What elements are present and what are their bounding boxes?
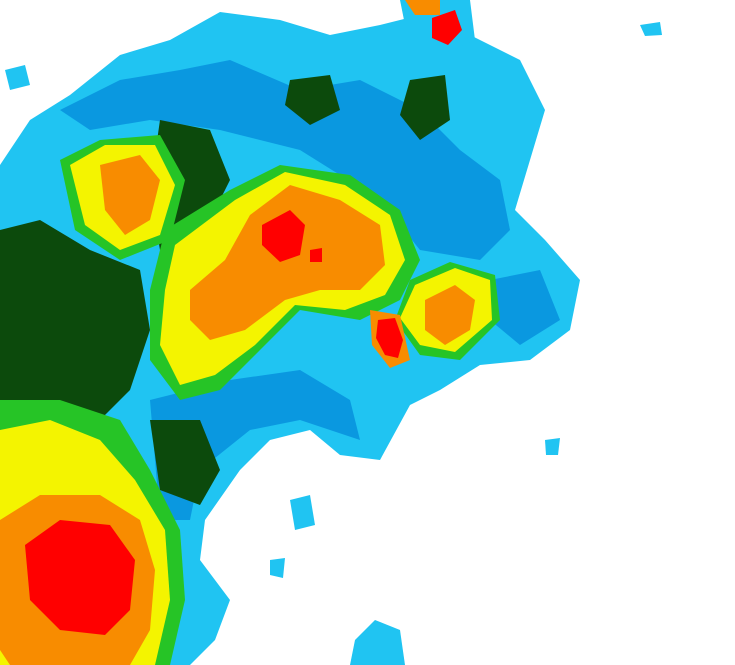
echo-area — [425, 285, 475, 345]
echo-area — [25, 520, 135, 635]
echo-area — [432, 10, 462, 45]
echo-area — [640, 22, 662, 36]
echo-area — [545, 438, 560, 455]
red-echo — [25, 10, 462, 635]
echo-area — [400, 75, 450, 140]
echo-area — [5, 65, 30, 90]
echo-area — [376, 318, 403, 358]
echo-area — [490, 270, 560, 345]
echo-area — [150, 370, 360, 520]
echo-area — [190, 185, 385, 340]
echo-area — [150, 420, 220, 505]
echo-area — [285, 75, 340, 125]
echo-area — [270, 558, 285, 578]
echo-area — [100, 155, 160, 235]
echo-area — [405, 0, 440, 15]
echo-area — [350, 620, 405, 665]
echo-area — [290, 495, 315, 530]
echo-area — [262, 210, 305, 262]
echo-area — [310, 248, 322, 262]
